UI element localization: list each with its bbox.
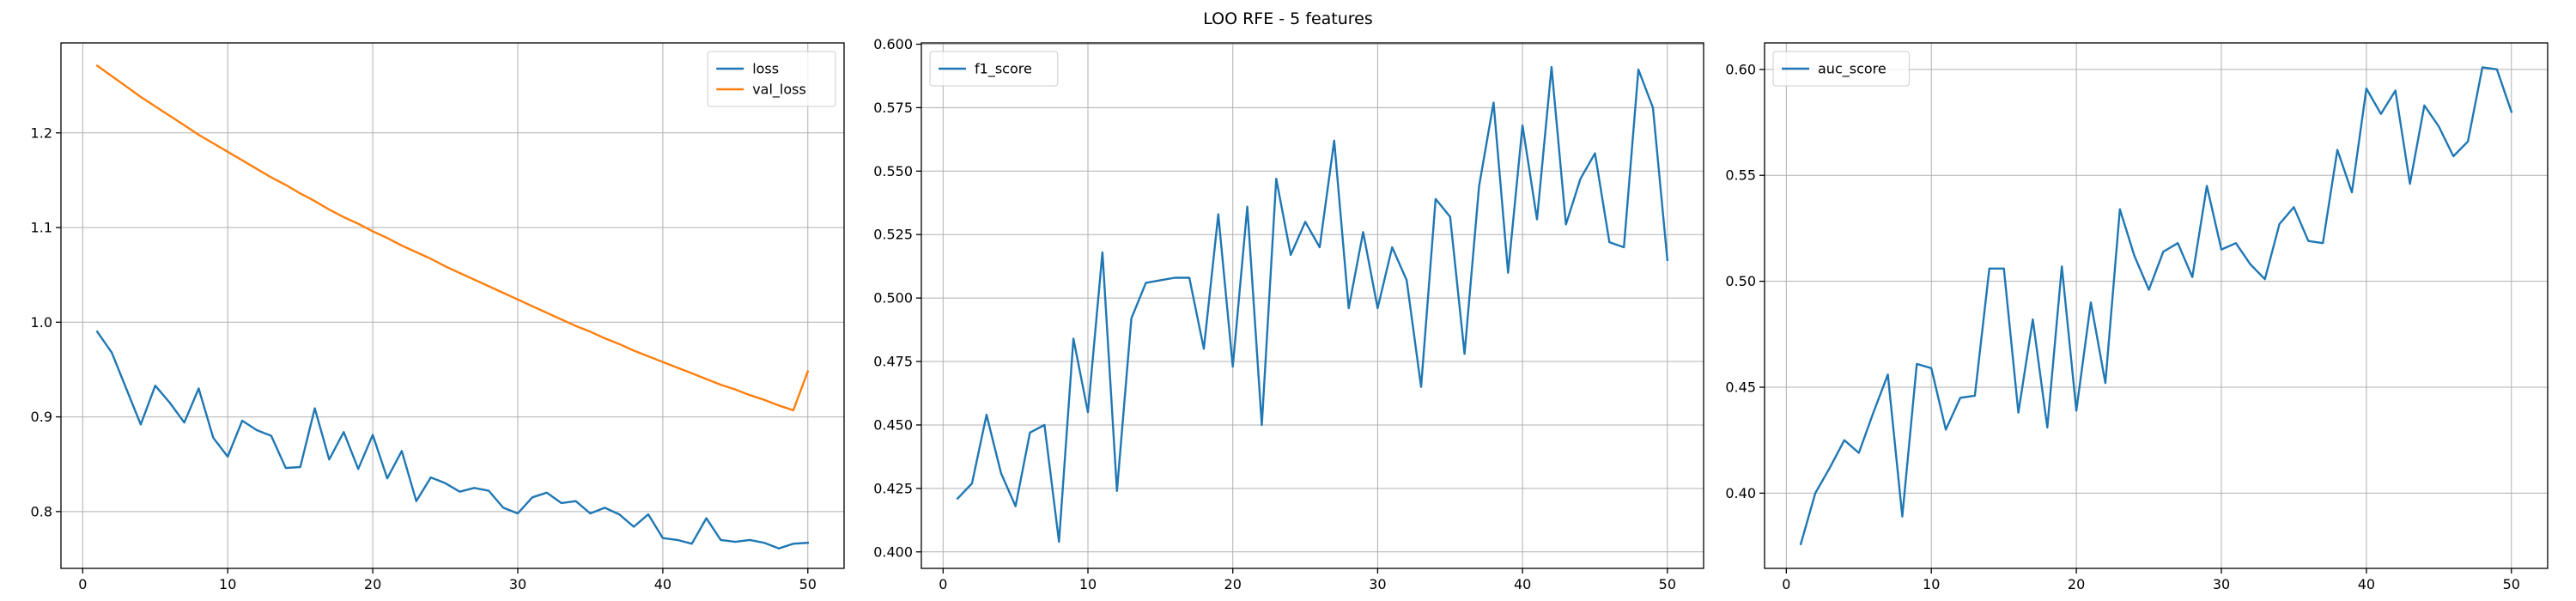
axes-frame [1764, 42, 2549, 569]
y-tick-label: 0.9 [31, 409, 52, 425]
legend-frame [929, 51, 1059, 87]
legend-label: auc_score [1818, 61, 1886, 78]
chart-panel-2: 0 10 20 30 40 50 0.400 0.425 0.450 0.475 0.500 0.52… [873, 36, 1704, 592]
series-line-f1-score [956, 65, 1669, 543]
y-tick-label: 0.550 [873, 163, 913, 179]
x-tick-label: 50 [1659, 576, 1676, 592]
x-tick-label: 0 [1782, 576, 1790, 592]
x-tick-label: 30 [509, 576, 526, 592]
legend-label: val_loss [752, 82, 806, 99]
x-tick-label: 10 [219, 576, 236, 592]
y-tick-label: 0.55 [1725, 167, 1756, 184]
x-tick-label: 0 [939, 576, 947, 592]
series-line-loss [95, 330, 810, 549]
series-line-val-loss [95, 64, 810, 411]
y-tick-label: 0.525 [873, 227, 913, 243]
x-tick-label: 20 [2068, 576, 2085, 592]
legend-label: f1_score [975, 61, 1032, 78]
x-tick-label: 50 [799, 576, 817, 592]
axes-frame [60, 42, 845, 569]
y-tick-label: 0.475 [873, 354, 913, 370]
x-tick-label: 50 [2503, 576, 2520, 592]
legend: loss val_loss [707, 51, 836, 107]
y-tick-label: 0.575 [873, 100, 913, 116]
y-tick-label: 0.450 [873, 416, 913, 433]
x-tick-label: 30 [1369, 576, 1386, 592]
y-tick-label: 0.60 [1725, 61, 1756, 77]
x-tick-label: 10 [1079, 576, 1097, 592]
y-tick-label: 0.40 [1725, 485, 1756, 501]
legend: f1_score [929, 51, 1059, 87]
x-tick-label: 0 [78, 576, 87, 592]
figure-suptitle: LOO RFE - 5 features [1203, 9, 1373, 28]
legend-label: loss [752, 61, 779, 77]
y-tick-label: 0.500 [873, 290, 913, 307]
x-tick-label: 20 [1224, 576, 1242, 592]
chart-panel-1: 0 10 20 30 40 50 0.8 0.9 1.0 1.1 1.2 loss val_loss [31, 42, 845, 592]
series-line-auc-score [1799, 66, 2513, 546]
y-tick-label: 1.0 [31, 314, 52, 331]
x-tick-label: 40 [654, 576, 671, 592]
chart-panel-3: 0 10 20 30 40 50 0.40 0.45 0.50 0.55 0.60 auc_score [1725, 42, 2549, 592]
y-tick-label: 0.50 [1725, 273, 1756, 289]
y-tick-label: 0.400 [873, 543, 913, 560]
legend: auc_score [1772, 51, 1910, 87]
y-tick-label: 0.600 [873, 36, 913, 52]
legend-frame [1772, 51, 1910, 87]
x-tick-label: 20 [364, 576, 381, 592]
x-tick-label: 40 [1514, 576, 1531, 592]
y-tick-label: 1.1 [31, 220, 52, 236]
x-tick-label: 10 [1923, 576, 1940, 592]
y-tick-label: 0.8 [31, 503, 52, 519]
axes-frame [920, 42, 1704, 569]
y-tick-label: 1.2 [31, 124, 52, 141]
y-tick-label: 0.45 [1725, 379, 1756, 396]
x-tick-label: 40 [2358, 576, 2375, 592]
legend-frame [707, 51, 836, 107]
x-tick-label: 30 [2213, 576, 2230, 592]
y-tick-label: 0.425 [873, 480, 913, 496]
